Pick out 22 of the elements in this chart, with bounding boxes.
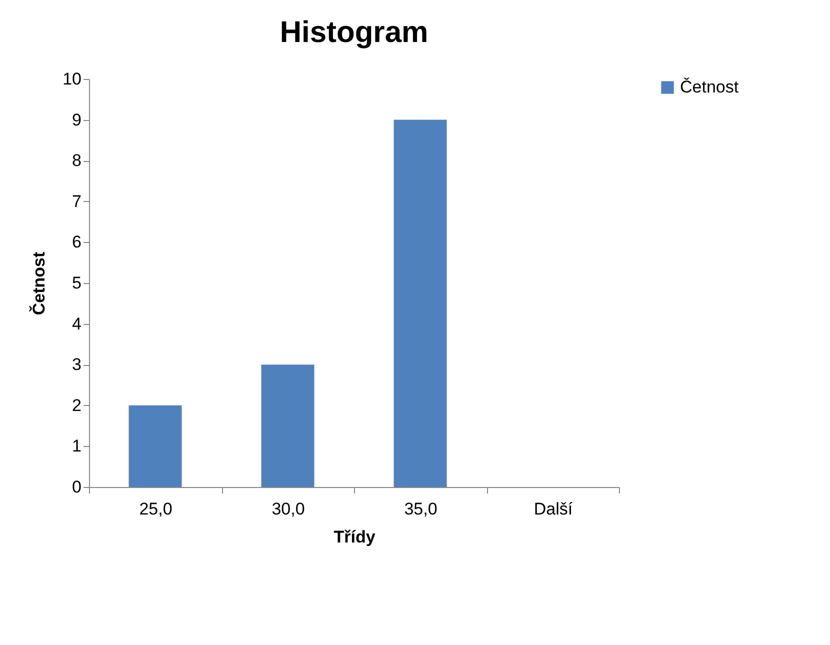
y-tick-label: 2 <box>72 396 82 415</box>
x-tick-label: 30,0 <box>272 500 305 518</box>
bar <box>261 364 314 487</box>
x-tick-label: Další <box>534 500 573 518</box>
y-tick-label: 1 <box>72 436 82 456</box>
chart-title: Histogram <box>280 16 428 49</box>
y-tick-label: 8 <box>72 151 82 170</box>
y-tick-label: 0 <box>72 478 82 496</box>
y-tick-label: 7 <box>72 192 82 211</box>
y-tick-label: 4 <box>72 314 82 334</box>
bar <box>394 120 447 487</box>
x-tick-label: 35,0 <box>404 500 438 518</box>
y-tick-label: 10 <box>62 70 82 88</box>
legend-label: Četnost <box>680 78 739 96</box>
x-axis-title: Třídy <box>334 528 376 546</box>
y-tick-label: 5 <box>72 274 82 292</box>
y-tick-label: 9 <box>72 110 82 130</box>
y-axis-title: Četnost <box>28 252 49 316</box>
y-tick-label: 3 <box>72 355 82 374</box>
y-tick-label: 6 <box>72 232 82 252</box>
bar <box>128 405 182 487</box>
x-tick-label: 25,0 <box>139 500 172 518</box>
